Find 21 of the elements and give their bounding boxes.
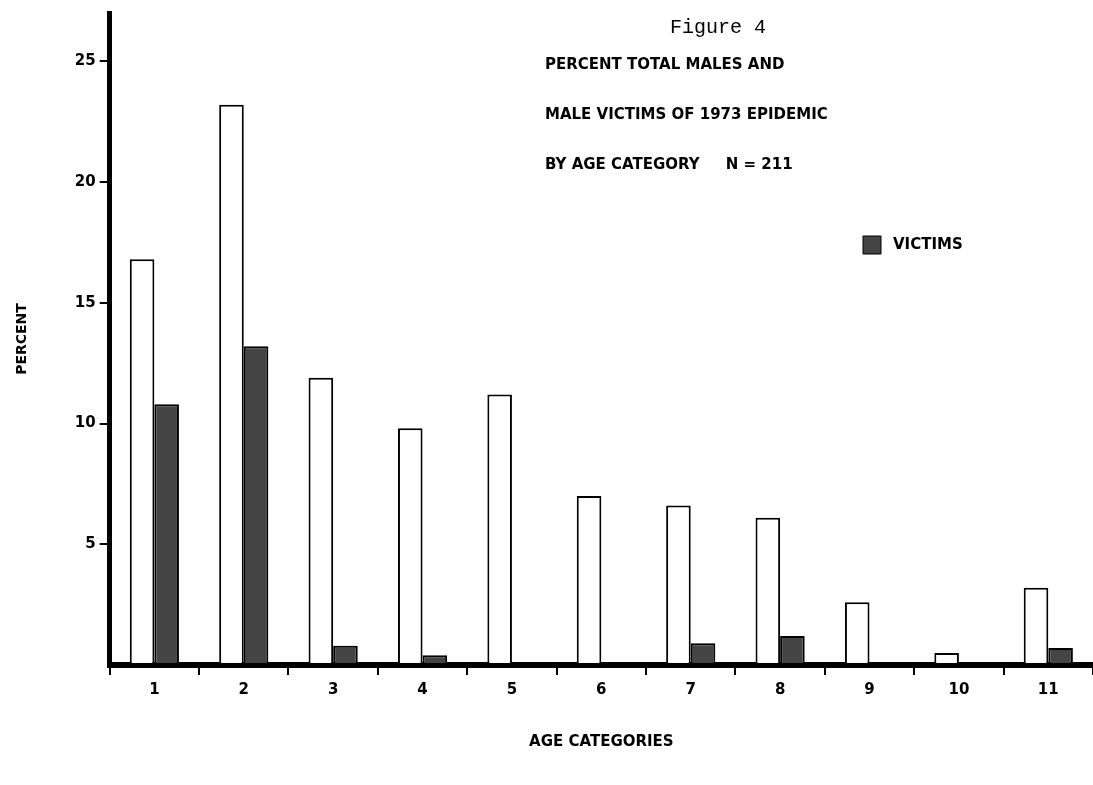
x-tick-label: 2 [238,679,249,698]
y-tick-label: 15 [74,292,96,311]
x-axis-title: AGE CATEGORIES [529,731,674,750]
x-tick-label: 11 [1037,679,1059,698]
annotation: Figure 4 [670,16,767,40]
x-tick-label: 4 [417,679,428,698]
y-tick-label: 10 [74,413,96,432]
y-tick-label: 5 [85,534,96,553]
chart-title: PERCENT TOTAL MALES AND MALE VICTIMS OF 1973 EPIDEMIC BY AGE CATEGORY N = 211 [545,54,828,173]
y-axis-title: PERCENT [13,302,30,375]
y-tick-label: 20 [74,171,96,190]
x-tick-label: 6 [596,679,607,698]
x-tick-label: 9 [864,679,875,698]
x-tick-label: 1 [149,679,160,698]
x-tick-label: 5 [506,679,518,698]
legend-label: VICTIMS [893,234,963,253]
y-tick-label: 25 [74,51,96,70]
x-tick-label: 7 [685,679,696,698]
x-tick-label: 3 [327,679,339,698]
x-tick-label: 10 [948,679,970,698]
x-tick-label: 8 [774,679,786,698]
